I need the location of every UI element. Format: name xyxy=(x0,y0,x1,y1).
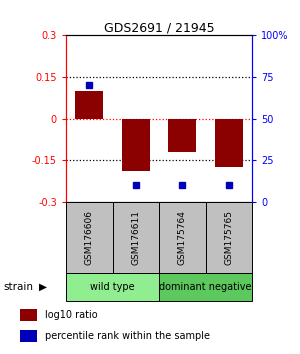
Bar xyxy=(159,202,206,273)
Text: wild type: wild type xyxy=(90,282,135,292)
Bar xyxy=(206,202,252,273)
Text: GSM175765: GSM175765 xyxy=(224,210,233,265)
Bar xyxy=(75,91,103,119)
Bar xyxy=(159,273,252,301)
Title: GDS2691 / 21945: GDS2691 / 21945 xyxy=(104,21,214,34)
Text: GSM176606: GSM176606 xyxy=(85,210,94,265)
Bar xyxy=(66,273,159,301)
Text: strain: strain xyxy=(3,282,33,292)
Text: log10 ratio: log10 ratio xyxy=(45,310,97,320)
Bar xyxy=(66,202,112,273)
Text: GSM176611: GSM176611 xyxy=(131,210,140,265)
Bar xyxy=(20,330,37,342)
Bar xyxy=(20,309,37,321)
Text: percentile rank within the sample: percentile rank within the sample xyxy=(45,331,210,341)
Text: GSM175764: GSM175764 xyxy=(178,210,187,265)
Bar xyxy=(112,202,159,273)
Bar xyxy=(122,119,150,171)
Bar xyxy=(168,119,196,152)
Bar xyxy=(215,119,243,167)
Text: ▶: ▶ xyxy=(39,282,47,292)
Text: dominant negative: dominant negative xyxy=(159,282,252,292)
